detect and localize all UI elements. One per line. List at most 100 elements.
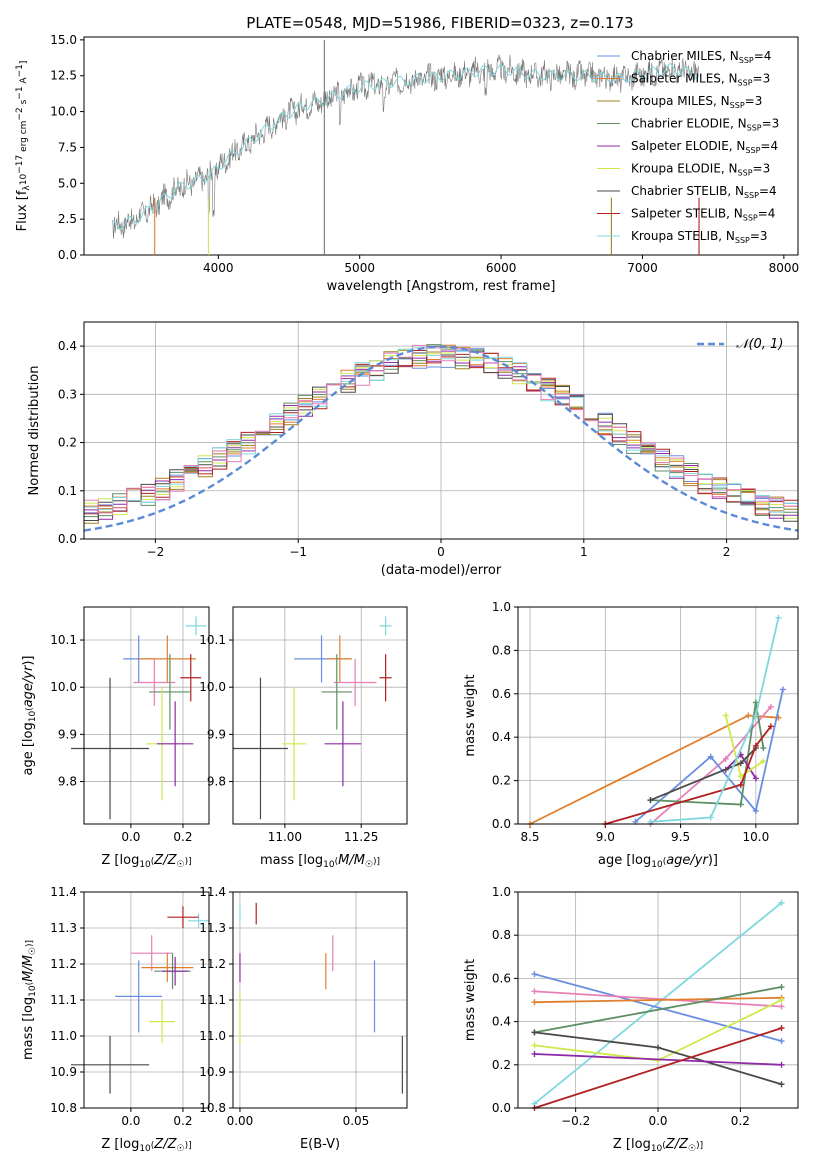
x-tick-label: 5000 <box>344 261 375 275</box>
weight-line <box>533 902 783 1105</box>
x-axis-label: (data-model)/error <box>381 563 502 578</box>
y-tick-label: 10.0 <box>50 105 77 119</box>
y-tick-label: 10.8 <box>199 1101 226 1115</box>
legend-entry: Kroupa ELODIE, NSSP=3 <box>631 162 770 178</box>
y-tick-label: 0.1 <box>58 484 77 498</box>
y-tick-label: 0.6 <box>492 971 511 985</box>
x-axis-label: E(B-V) <box>300 1137 340 1152</box>
x-tick-label: 4000 <box>203 261 234 275</box>
legend-entry: Salpeter MILES, NSSP=3 <box>631 72 770 88</box>
y-tick-label: 0.2 <box>58 436 77 450</box>
y-tick-label: 10.8 <box>50 1101 77 1115</box>
y-tick-label: 0.0 <box>58 248 77 262</box>
y-tick-label: 0.0 <box>58 532 77 546</box>
y-tick-label: 15.0 <box>50 33 77 47</box>
y-tick-label: 10.1 <box>199 633 226 647</box>
y-tick-label: 5.0 <box>58 176 77 190</box>
data-spectrum <box>112 54 699 239</box>
x-tick-label: 0.05 <box>343 1114 370 1128</box>
y-axis-label: Flux [fλ10−17 erg cm−2 s−1 A−1] <box>15 61 32 232</box>
x-axis-label: Z [log10(Z/Z☉)] <box>613 1137 703 1154</box>
axes-frame <box>232 606 408 825</box>
y-tick-label: 7.5 <box>58 140 77 154</box>
axes-frame <box>232 891 408 1109</box>
y-tick-label: 10.0 <box>199 680 226 694</box>
y-tick-label: 0.0 <box>492 817 511 831</box>
y-tick-label: 11.2 <box>50 957 77 971</box>
model-spectrum <box>112 63 700 230</box>
y-tick-label: 10.9 <box>199 1065 226 1079</box>
weight-line <box>534 973 782 1042</box>
x-tick-label: 0 <box>437 545 445 559</box>
legend-entry: Chabrier STELIB, NSSP=4 <box>631 184 777 200</box>
y-tick-label: 0.2 <box>492 1058 511 1072</box>
legend-entry: Kroupa STELIB, NSSP=3 <box>631 229 768 245</box>
x-tick-label: 11.00 <box>268 830 302 844</box>
x-axis-label: Z [log10(Z/Z☉)] <box>101 1137 191 1154</box>
axes-frame <box>83 321 799 540</box>
weight-line <box>650 617 780 823</box>
weight-line <box>534 1053 782 1066</box>
y-tick-label: 11.4 <box>199 885 226 899</box>
plot-layer: 4000 5000 6000 7000 80000.02.55.07.510.012.5… <box>15 33 799 1154</box>
legend-entry: Chabrier ELODIE, NSSP=3 <box>631 117 779 133</box>
x-tick-label: 0.0 <box>648 1114 667 1128</box>
age_vs_mass-panel: 11.00 11.25 9.8 9.9 10.0 10.1 mass [log10(M/M☉… <box>199 606 408 870</box>
x-tick-label: 0.00 <box>227 1114 254 1128</box>
x-tick-label: −0.2 <box>561 1114 590 1128</box>
legend-entry: Chabrier MILES, NSSP=4 <box>631 49 771 65</box>
x-tick-label: 7000 <box>627 261 658 275</box>
legend-entry: 𝒩(0, 1) <box>736 337 783 352</box>
x-tick-label: −2 <box>147 545 165 559</box>
y-tick-label: 0.0 <box>492 1101 511 1115</box>
weight-line <box>650 702 765 806</box>
weight-line <box>605 725 772 825</box>
y-tick-label: 10.0 <box>50 680 77 694</box>
x-tick-label: 8.5 <box>520 830 539 844</box>
y-tick-label: 0.4 <box>492 1015 511 1029</box>
axes-frame <box>83 36 799 256</box>
y-tick-label: 0.3 <box>58 387 77 401</box>
y-tick-label: 0.8 <box>492 643 511 657</box>
residual-histogram <box>84 344 798 514</box>
y-tick-label: 11.0 <box>199 1029 226 1043</box>
spectrum-panel: 4000 5000 6000 7000 8000 0.0 2.5 5.0 7.5 10.0 12.5… <box>15 33 799 294</box>
y-tick-label: 11.1 <box>50 993 77 1007</box>
legend-entry: Kroupa MILES, NSSP=3 <box>631 94 762 110</box>
y-tick-label: 1.0 <box>492 885 511 899</box>
x-tick-label: 11.25 <box>344 830 378 844</box>
weight_vs_Z-panel: −0.2 0.0 0.2 0.0 0.2 0.4 0.6 0.8 1.0 Z [log10(Z/Z… <box>463 885 799 1154</box>
y-tick-label: 9.8 <box>207 775 226 789</box>
y-tick-label: 10.9 <box>50 1065 77 1079</box>
x-tick-label: 2 <box>723 545 731 559</box>
axes-frame <box>83 606 210 825</box>
legend-entry: Salpeter STELIB, NSSP=4 <box>631 207 775 223</box>
y-axis-label: mass weight <box>463 674 478 756</box>
y-tick-label: 11.4 <box>50 885 77 899</box>
x-tick-label: 1 <box>580 545 588 559</box>
weight-line <box>534 986 782 1034</box>
legend-entry: Salpeter ELODIE, NSSP=4 <box>631 139 778 155</box>
weight-line <box>534 996 782 1004</box>
y-tick-label: 9.9 <box>207 727 226 741</box>
y-tick-label: 11.1 <box>199 993 226 1007</box>
x-tick-label: 6000 <box>486 261 517 275</box>
x-tick-label: 8000 <box>769 261 800 275</box>
weight-line <box>529 714 779 825</box>
y-tick-label: 9.9 <box>58 727 77 741</box>
axes-frame <box>517 606 799 825</box>
y-tick-label: 12.5 <box>50 69 77 83</box>
y-tick-label: 0.8 <box>492 928 511 942</box>
axes-frame <box>83 891 210 1109</box>
x-tick-label: 0.2 <box>173 1114 192 1128</box>
x-tick-label: 0.0 <box>121 830 140 844</box>
y-tick-label: 2.5 <box>58 212 77 226</box>
y-axis-label: mass weight <box>463 959 478 1041</box>
weight-line <box>634 689 784 823</box>
y-tick-label: 11.3 <box>199 921 226 935</box>
x-tick-label: 9.5 <box>671 830 690 844</box>
x-tick-label: 0.2 <box>731 1114 750 1128</box>
y-axis-label: age [log10(age/yr)] <box>21 655 38 775</box>
weight-line <box>534 990 782 1008</box>
